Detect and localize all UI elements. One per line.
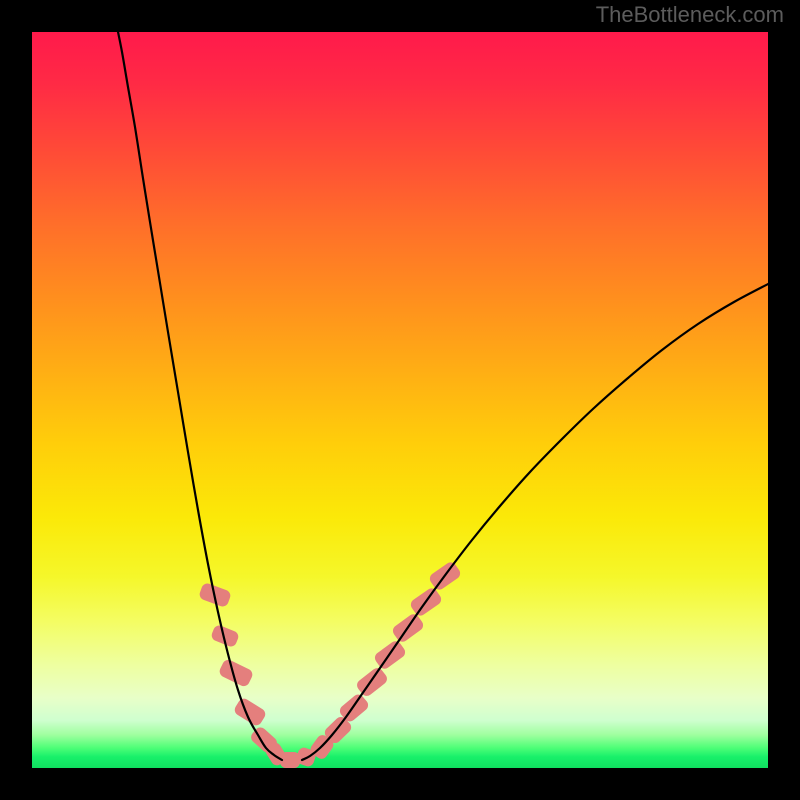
data-marker [355,666,390,699]
watermark-text: TheBottleneck.com [596,2,784,28]
frame-bottom [0,768,800,800]
frame-right [768,0,800,800]
plot-area [32,32,768,768]
left-curve [117,32,282,760]
curve-layer [32,32,768,768]
frame-left [0,0,32,800]
